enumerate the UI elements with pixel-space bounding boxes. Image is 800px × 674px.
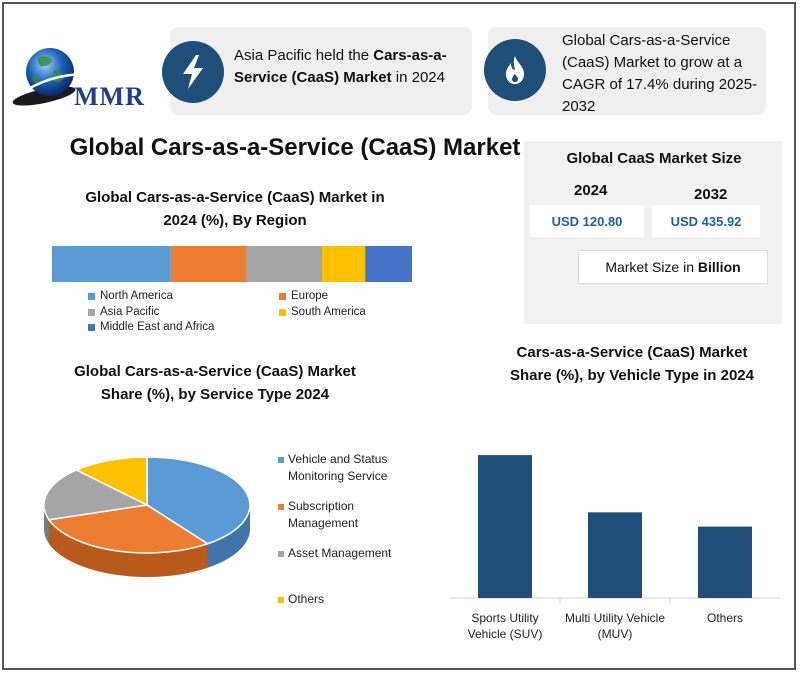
legend-north-america: North America (88, 290, 173, 302)
pie-slice-3 (74, 456, 148, 507)
flame-icon (484, 39, 546, 101)
lightning-icon (162, 41, 224, 103)
vehicle-x-label-1: Multi Utility Vehicle (MUV) (564, 611, 666, 641)
market-size-title: Global CaaS Market Size (566, 150, 742, 167)
region-bar-segment-4 (365, 246, 412, 282)
mmr-logo: MMR (10, 44, 155, 112)
pie-slice-1 (47, 504, 210, 554)
market-size-panel: Global CaaS Market Size 2024 2032 USD 12… (524, 141, 782, 324)
market-size-unit: Market Size in Billion (578, 250, 768, 284)
year-2032-label: 2032 (694, 186, 728, 203)
callout-region-suffix: in 2024 (391, 69, 445, 86)
legend-vehicle-monitoring: Vehicle and Status Monitoring Service (278, 451, 408, 485)
legend-label: Asia Pacific (100, 306, 160, 318)
legend-europe: Europe (279, 290, 328, 302)
legend-label: South America (291, 306, 366, 318)
legend-others: Others (278, 591, 388, 608)
callout-card-region: Asia Pacific held the Cars-as-a-Service … (162, 27, 472, 115)
vehicle-x-label-0: Sports Utility Vehicle (SUV) (467, 611, 543, 641)
logo-text: MMR (74, 82, 145, 111)
pie-slice-0 (146, 456, 251, 545)
vehicle-bar-2 (698, 526, 752, 598)
callout-region-text: Asia Pacific held the Cars-as-a-Service … (234, 45, 464, 89)
value-2024: USD 120.80 (530, 205, 644, 237)
legend-label: North America (100, 290, 173, 302)
pie-slice-2 (43, 469, 150, 521)
callout-cagr-text: Global Cars-as-a-Service (CaaS) Market t… (562, 32, 758, 115)
region-chart-title: Global Cars-as-a-Service (CaaS) Market i… (85, 189, 385, 229)
legend-middle-east-africa: Middle East and Africa (88, 321, 214, 333)
pie-side-1 (49, 519, 208, 577)
vehicle-bar-chart (450, 455, 780, 604)
service-pie-chart (43, 456, 251, 577)
legend-label: Vehicle and Status Monitoring Service (288, 452, 388, 483)
vehicle-bar-0 (478, 455, 532, 598)
legend-asset-management: Asset Management (278, 545, 408, 562)
legend-label: Others (288, 592, 325, 606)
service-chart-title: Global Cars-as-a-Service (CaaS) Market S… (74, 363, 356, 403)
legend-south-america: South America (279, 306, 366, 318)
legend-label: Subscription Management (288, 499, 359, 530)
region-bar-segment-1 (170, 246, 247, 282)
value-2032: USD 435.92 (652, 205, 760, 237)
callout-region-prefix: Asia Pacific held the (234, 47, 374, 64)
region-bar-segment-3 (322, 246, 366, 282)
unit-prefix: Market Size in (605, 259, 698, 275)
year-2024-label: 2024 (574, 182, 608, 199)
callout-card-cagr: Global Cars-as-a-Service (CaaS) Market t… (484, 27, 766, 115)
legend-label: Europe (291, 290, 329, 302)
region-bar-segment-2 (246, 246, 322, 282)
vehicle-x-label-2: Others (706, 611, 743, 625)
unit-bold: Billion (697, 259, 741, 275)
region-bar-segment-0 (52, 246, 171, 282)
legend-subscription: Subscription Management (278, 498, 388, 532)
legend-label: Asset Management (288, 546, 392, 560)
vehicle-bar-1 (588, 512, 642, 598)
legend-asia-pacific: Asia Pacific (88, 306, 159, 318)
pie-side-0 (207, 505, 250, 568)
region-stacked-bar (52, 246, 412, 282)
vehicle-chart-title: Cars-as-a-Service (CaaS) Market Share (%… (510, 344, 754, 384)
page-title: Global Cars-as-a-Service (CaaS) Market (69, 134, 521, 161)
globe-icon (12, 48, 87, 106)
pie-side-2 (44, 505, 49, 544)
callout-region-bold: Cars-as-a-Service (CaaS) Market (234, 47, 447, 86)
legend-label: Middle East and Africa (100, 321, 215, 333)
